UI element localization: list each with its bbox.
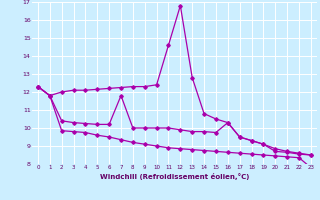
X-axis label: Windchill (Refroidissement éolien,°C): Windchill (Refroidissement éolien,°C) bbox=[100, 173, 249, 180]
